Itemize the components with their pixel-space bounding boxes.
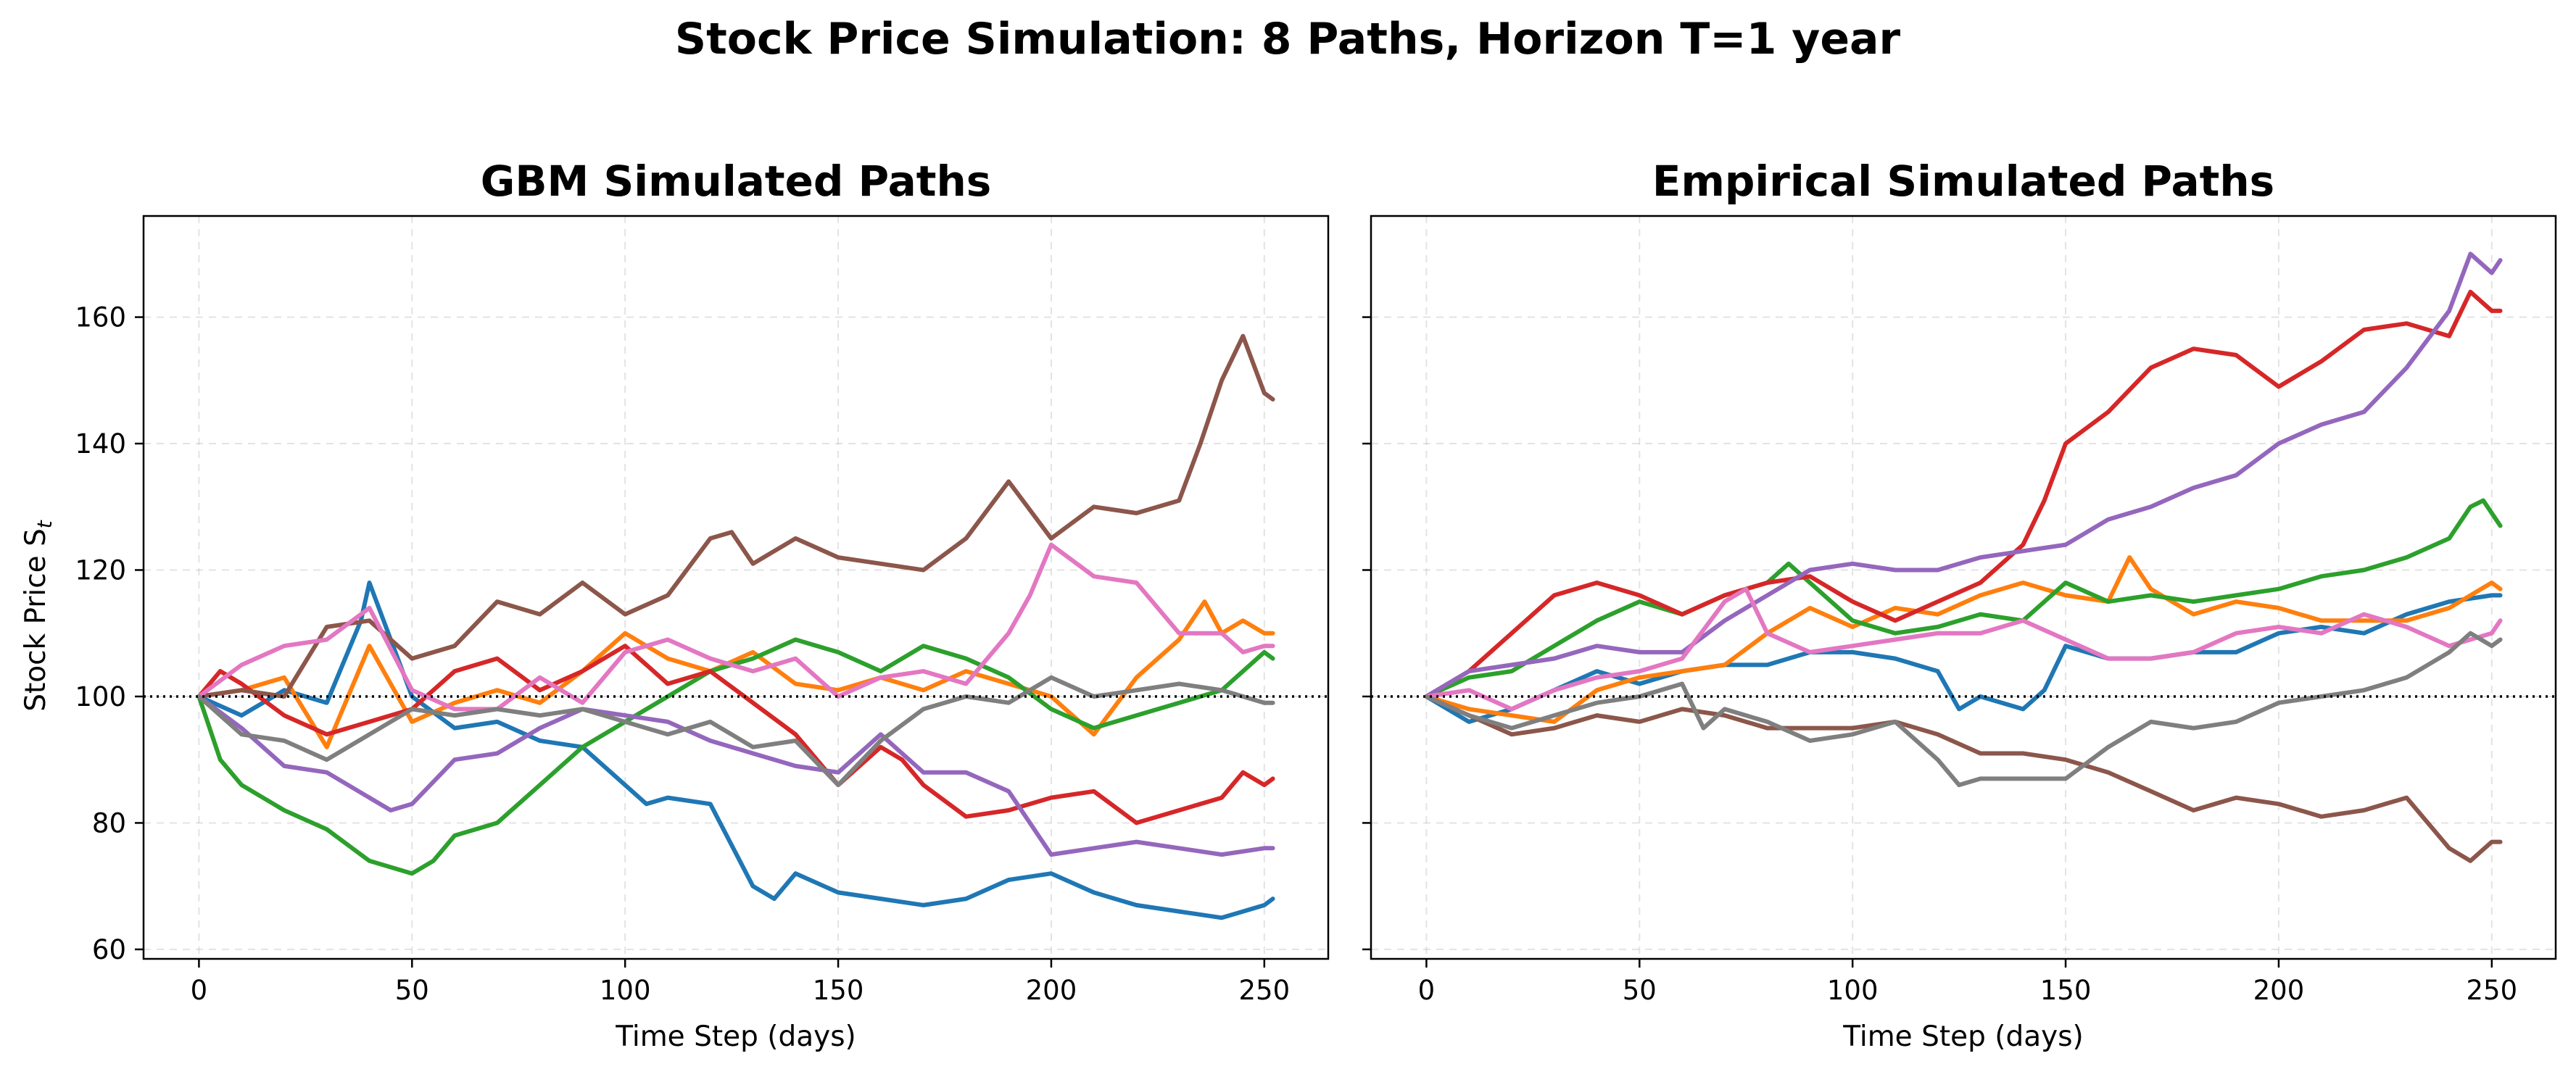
gbm-panel: 0 50 100 150 200 250 60 80 100 120 140 160 GBM Simul… xyxy=(75,157,1330,1053)
y-tick-label: 60 xyxy=(92,934,126,965)
series-line-4 xyxy=(1424,289,2503,699)
series-line-4 xyxy=(196,644,1275,826)
series-line-3 xyxy=(1424,498,2503,699)
x-tick-label: 100 xyxy=(1827,975,1879,1006)
x-tick-label: 150 xyxy=(2040,975,2092,1006)
x-tick-label: 250 xyxy=(1239,975,1291,1006)
x-tick-label: 50 xyxy=(395,975,429,1006)
y-axis-label: Stock Price St xyxy=(20,520,57,712)
series-line-5 xyxy=(1424,251,2503,699)
series-line-5 xyxy=(196,694,1275,857)
x-tick-label: 150 xyxy=(813,975,864,1006)
series-line-2 xyxy=(1424,555,2503,724)
y-tick-label: 100 xyxy=(75,681,126,712)
series-line-6 xyxy=(196,333,1275,699)
x-tick-label: 100 xyxy=(600,975,651,1006)
empirical-panel: 0 50 100 150 200 250 Empirical Simulated Paths… xyxy=(1362,157,2557,1053)
x-tick-label: 0 xyxy=(191,975,208,1006)
series-line-7 xyxy=(1424,586,2503,712)
y-tick-label: 80 xyxy=(92,807,126,839)
series-line-1 xyxy=(196,581,1275,920)
y-tick-label: 140 xyxy=(75,428,126,460)
panel-title: Empirical Simulated Paths xyxy=(1652,157,2274,206)
series-line-2 xyxy=(196,599,1275,749)
x-tick-label: 250 xyxy=(2467,975,2518,1006)
series-line-8 xyxy=(196,675,1275,788)
series-line-7 xyxy=(196,542,1275,712)
x-axis-label: Time Step (days) xyxy=(1842,1020,2084,1053)
x-tick-label: 200 xyxy=(2253,975,2305,1006)
plot-frame xyxy=(142,215,1330,960)
x-tick-label: 200 xyxy=(1026,975,1077,1006)
panel-title: GBM Simulated Paths xyxy=(481,157,992,206)
plot-frame xyxy=(1370,215,2557,960)
x-tick-label: 50 xyxy=(1623,975,1657,1006)
y-tick-label: 160 xyxy=(75,302,126,333)
figure-title: Stock Price Simulation: 8 Paths, Horizon… xyxy=(675,14,1901,65)
x-axis-label: Time Step (days) xyxy=(615,1020,856,1053)
x-tick-label: 0 xyxy=(1418,975,1436,1006)
y-tick-label: 120 xyxy=(75,555,126,586)
series-line-6 xyxy=(1424,694,2503,863)
